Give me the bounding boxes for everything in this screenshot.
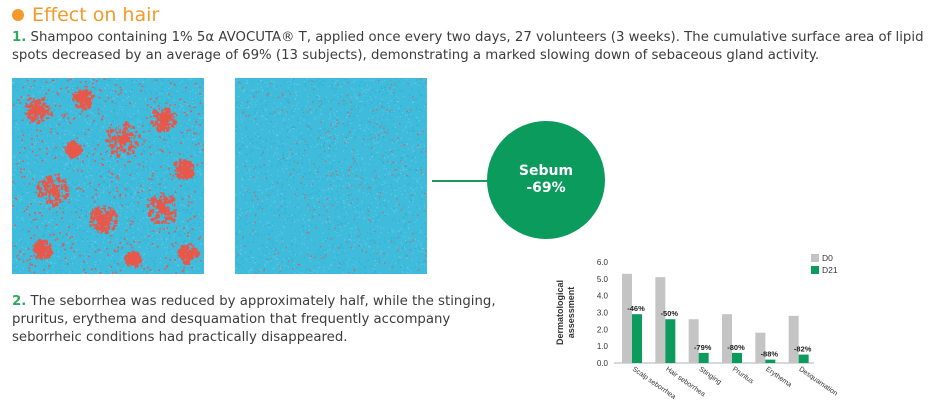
paragraph-1: 1. Shampoo containing 1% 5α AVOCUTA® T, … [12, 29, 932, 65]
legend-swatch [811, 266, 819, 274]
y-tick-label: 4.0 [597, 292, 609, 301]
paragraph-2-number: 2. [12, 294, 27, 309]
y-tick-label: 6.0 [597, 258, 609, 267]
bar-d0 [788, 315, 799, 363]
percent-change-label: -79% [694, 343, 712, 352]
bar-d21 [632, 314, 642, 363]
section-heading: Effect on hair [12, 4, 159, 26]
bar-d0 [722, 314, 732, 363]
y-tick-label: 5.0 [597, 275, 609, 284]
legend-swatch [811, 254, 819, 262]
bar-d21 [765, 359, 776, 363]
y-tick-label: 1.0 [597, 342, 609, 351]
y-tick-label: 2.0 [597, 325, 609, 334]
paragraph-1-text: Shampoo containing 1% 5α AVOCUTA® T, app… [12, 30, 924, 63]
bar-d0 [622, 273, 632, 363]
sebum-callout: Sebum -69% [487, 121, 605, 239]
y-tick-label: 0.0 [597, 359, 609, 368]
y-tick-label: 3.0 [597, 309, 609, 318]
paragraph-2-text: The seborrhea was reduced by approximate… [12, 294, 496, 345]
x-category-label: Stinging [698, 366, 723, 386]
x-category-label: Pruritus [731, 366, 755, 386]
bar-d21 [665, 319, 676, 363]
section-title: Effect on hair [32, 4, 160, 26]
dermatological-bar-chart: Dermatologicalassessment 0.0 1.0 2.0 3.0 4.0 5… [555, 253, 839, 400]
percent-change-label: -80% [727, 343, 745, 352]
percent-change-label: -88% [761, 350, 779, 359]
legend-label: D21 [822, 265, 838, 275]
y-axis-label-line: Dermatological [555, 280, 565, 345]
percent-change-label: -50% [661, 309, 679, 318]
sebum-value: -69% [526, 180, 566, 196]
percent-change-label: -82% [794, 345, 812, 354]
bar-d21 [732, 352, 742, 363]
paragraph-1-number: 1. [12, 30, 27, 45]
sebum-label: Sebum [518, 163, 574, 179]
bar-d0 [688, 319, 699, 363]
y-axis-label: Dermatologicalassessment [555, 280, 576, 345]
bar-d0 [655, 277, 666, 363]
bullet-dot-icon [12, 9, 24, 21]
y-axis-label-line: assessment [566, 287, 576, 339]
bar-d21 [798, 354, 809, 363]
bar-d0 [755, 332, 766, 363]
callout-connector-line [432, 180, 492, 182]
percent-change-label: -46% [627, 304, 645, 313]
scalp-image-before [12, 78, 204, 274]
x-category-label: Desquamation [798, 366, 839, 398]
bar-d21 [698, 352, 709, 363]
scalp-image-after [235, 78, 427, 274]
paragraph-2: 2. The seborrhea was reduced by approxim… [12, 293, 512, 347]
x-category-label: Erythema [764, 366, 793, 389]
legend-label: D0 [822, 253, 833, 263]
